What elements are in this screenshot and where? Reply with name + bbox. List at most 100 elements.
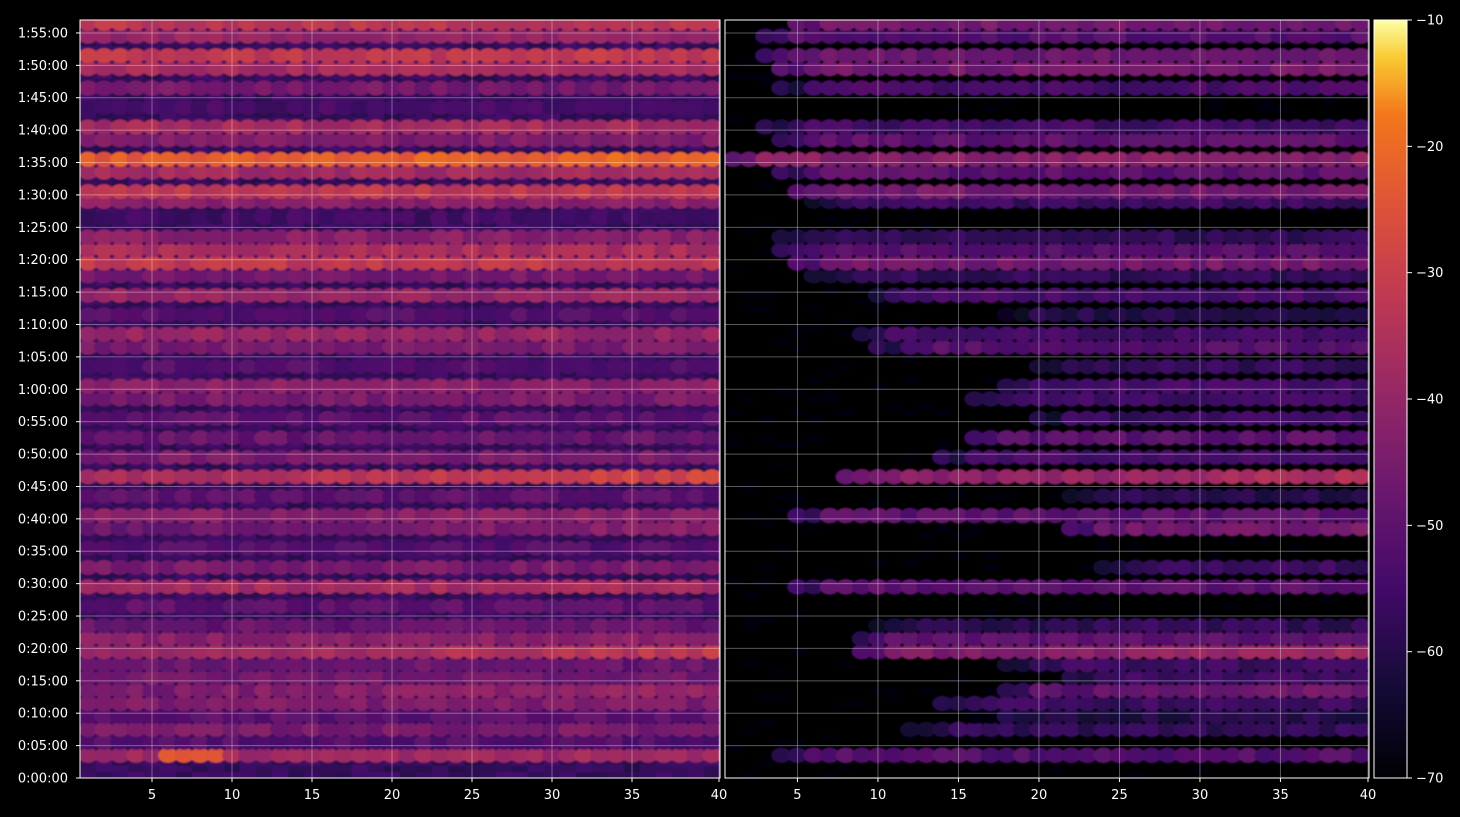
heatmap-mark xyxy=(462,670,482,686)
heatmap-mark xyxy=(446,683,466,699)
heatmap-cell xyxy=(640,771,657,778)
heatmap-cell xyxy=(352,765,369,773)
heatmap-cell xyxy=(368,771,385,778)
heatmap-mark xyxy=(126,683,146,699)
heatmap-mark xyxy=(526,721,546,737)
heatmap-cell xyxy=(400,765,417,773)
heatmap-mark xyxy=(590,657,610,673)
heatmap-mark xyxy=(366,708,386,724)
heatmap-mark xyxy=(702,708,720,724)
heatmap-cell xyxy=(464,765,481,773)
heatmap-mark xyxy=(670,683,690,699)
heatmap-mark xyxy=(190,721,210,737)
heatmap-mark xyxy=(510,670,530,686)
heatmap-cell xyxy=(688,771,705,778)
heatmap-mark xyxy=(174,708,194,724)
heatmap-mark xyxy=(158,721,178,737)
heatmap-mark xyxy=(174,734,194,750)
heatmap-cell xyxy=(256,771,273,778)
heatmap-mark xyxy=(110,708,130,724)
heatmap-mark xyxy=(638,708,658,724)
heatmap-mark xyxy=(286,695,306,711)
heatmap-cell xyxy=(96,765,113,773)
heatmap-mark xyxy=(366,734,386,750)
heatmap-cell xyxy=(576,765,593,773)
heatmap-mark xyxy=(350,708,370,724)
heatmap-mark xyxy=(638,670,658,686)
heatmap-cell xyxy=(144,771,161,778)
heatmap-mark xyxy=(238,695,258,711)
heatmap-mark xyxy=(510,721,530,737)
heatmap-mark xyxy=(270,670,290,686)
heatmap-mark xyxy=(206,747,226,763)
heatmap-mark xyxy=(638,734,658,750)
heatmap-mark xyxy=(158,670,178,686)
heatmap-mark xyxy=(94,670,114,686)
heatmap-mark xyxy=(638,747,658,763)
heatmap-mark xyxy=(254,695,274,711)
heatmap-cell xyxy=(208,771,225,778)
heatmap-mark xyxy=(80,657,98,673)
heatmap-mark xyxy=(350,747,370,763)
heatmap-cell xyxy=(416,765,433,773)
heatmap-mark xyxy=(158,708,178,724)
heatmap-mark xyxy=(174,695,194,711)
heatmap-mark xyxy=(574,734,594,750)
heatmap-mark xyxy=(318,670,338,686)
heatmap-mark xyxy=(110,721,130,737)
heatmap-mark xyxy=(398,734,418,750)
heatmap-mark xyxy=(574,683,594,699)
panel-left xyxy=(80,20,720,778)
heatmap-cell xyxy=(400,771,417,778)
heatmap-mark xyxy=(222,670,242,686)
heatmap-mark xyxy=(254,721,274,737)
heatmap-cell xyxy=(336,765,353,773)
heatmap-mark xyxy=(606,695,626,711)
heatmap-mark xyxy=(142,670,162,686)
heatmap-mark xyxy=(142,721,162,737)
heatmap-mark xyxy=(686,683,706,699)
heatmap-mark xyxy=(462,657,482,673)
heatmap-mark xyxy=(158,747,178,763)
heatmap-mark xyxy=(334,657,354,673)
heatmap-mark xyxy=(414,695,434,711)
heatmap-mark xyxy=(670,721,690,737)
heatmap-mark xyxy=(174,670,194,686)
heatmap-mark xyxy=(526,708,546,724)
heatmap-cell xyxy=(448,771,465,778)
heatmap-mark xyxy=(222,657,242,673)
heatmap-mark xyxy=(254,683,274,699)
heatmap-mark xyxy=(574,708,594,724)
heatmap-mark xyxy=(622,683,642,699)
heatmap-cell xyxy=(528,771,545,778)
heatmap-cell xyxy=(608,765,625,773)
heatmap-mark xyxy=(190,747,210,763)
heatmap-cell xyxy=(608,771,625,778)
heatmap-mark xyxy=(350,670,370,686)
heatmap-mark xyxy=(542,721,562,737)
heatmap-mark xyxy=(430,721,450,737)
heatmap-cell xyxy=(480,771,497,778)
heatmap-mark xyxy=(222,747,242,763)
heatmap-mark xyxy=(366,670,386,686)
panel-left-cells xyxy=(80,20,720,778)
heatmap-cell xyxy=(304,765,321,773)
heatmap-mark xyxy=(126,708,146,724)
heatmap-mark xyxy=(494,747,514,763)
heatmap-cell xyxy=(240,765,257,773)
heatmap-mark xyxy=(430,734,450,750)
heatmap-cell xyxy=(512,765,529,773)
heatmap-cell xyxy=(656,765,673,773)
heatmap-cell xyxy=(224,765,241,773)
heatmap-cell xyxy=(96,771,113,778)
heatmap-mark xyxy=(270,721,290,737)
heatmap-cell xyxy=(224,771,241,778)
heatmap-cell xyxy=(304,771,321,778)
heatmap-mark xyxy=(622,747,642,763)
heatmap-cell xyxy=(288,771,305,778)
heatmap-mark xyxy=(478,683,498,699)
heatmap-mark xyxy=(542,670,562,686)
heatmap-mark xyxy=(318,734,338,750)
heatmap-mark xyxy=(670,708,690,724)
heatmap-mark xyxy=(110,747,130,763)
